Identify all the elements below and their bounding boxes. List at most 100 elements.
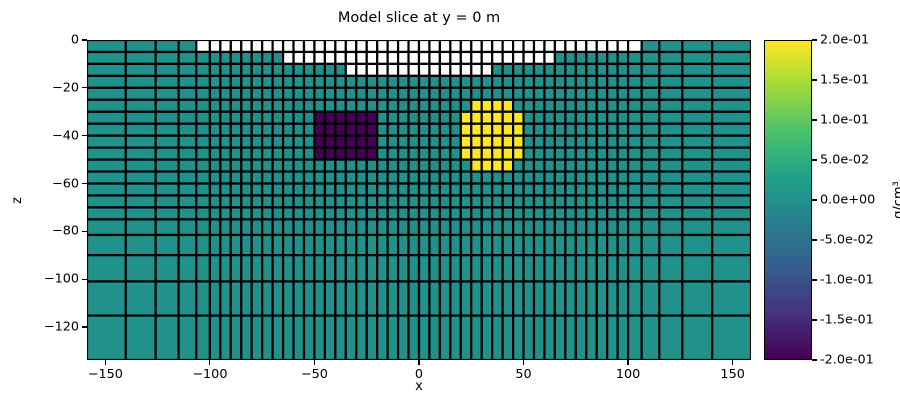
mesh-cell: [87, 194, 127, 209]
mesh-cell: [626, 50, 643, 66]
mesh-cell: [219, 134, 232, 149]
mesh-cell: [616, 158, 630, 173]
mesh-cell: [376, 280, 389, 317]
mesh-cell: [87, 206, 127, 221]
mesh-cell: [640, 314, 661, 360]
mesh-cell: [261, 218, 274, 237]
mesh-cell: [323, 280, 337, 317]
mesh-cell: [438, 110, 452, 125]
mesh-cell: [229, 146, 243, 161]
mesh-cell: [229, 86, 243, 101]
mesh-cell: [386, 280, 400, 317]
mesh-cell: [177, 86, 198, 101]
mesh-cell: [606, 170, 619, 185]
mesh-cell: [208, 98, 222, 113]
mesh-cell: [313, 280, 326, 317]
mesh-cell: [344, 134, 358, 149]
mesh-cell: [470, 146, 483, 161]
mesh-cell: [564, 280, 577, 317]
mesh-cell: [386, 86, 400, 101]
y-tick-label: −80: [51, 223, 79, 239]
mesh-cell: [386, 74, 400, 89]
mesh-cell: [355, 158, 368, 173]
mesh-cell: [208, 74, 222, 89]
mesh-cell: [271, 86, 285, 101]
mesh-cell: [459, 50, 473, 66]
mesh-cell: [438, 218, 452, 237]
mesh-cell: [564, 86, 577, 101]
mesh-cell: [229, 98, 243, 113]
colorbar-tick-label: 2.0e-01: [820, 32, 870, 48]
mesh-cell: [229, 110, 243, 125]
mesh-cell: [87, 170, 127, 185]
mesh-cell: [229, 314, 243, 360]
mesh-cell: [313, 50, 326, 66]
mesh-cell: [501, 206, 515, 221]
mesh-cell: [195, 233, 211, 257]
mesh-cell: [323, 62, 337, 77]
mesh-cell: [323, 40, 337, 54]
y-tick-label: −60: [51, 176, 79, 192]
mesh-cell: [606, 146, 619, 161]
mesh-cell: [281, 194, 295, 209]
mesh-cell: [585, 134, 598, 149]
mesh-cell: [313, 62, 326, 77]
mesh-cell: [376, 146, 389, 161]
mesh-cell: [365, 98, 379, 113]
mesh-cell: [396, 74, 410, 89]
mesh-cell: [261, 134, 274, 149]
mesh-cell: [511, 170, 525, 185]
mesh-cell: [626, 98, 643, 113]
mesh-cell: [449, 170, 462, 185]
mesh-cell: [553, 206, 567, 221]
mesh-cell: [595, 233, 609, 257]
mesh-cell: [407, 134, 421, 149]
mesh-cell: [574, 254, 588, 283]
mesh-cell: [365, 62, 379, 77]
mesh-cell: [396, 40, 410, 54]
mesh-cell: [438, 40, 452, 54]
mesh-cell: [195, 206, 211, 221]
mesh-cell: [261, 254, 274, 283]
mesh-cell: [711, 122, 751, 137]
mesh-cell: [344, 40, 358, 54]
mesh-cell: [595, 158, 609, 173]
mesh-cell: [376, 98, 389, 113]
mesh-cell: [449, 314, 462, 360]
mesh-cell: [407, 158, 421, 173]
mesh-cell: [711, 146, 751, 161]
mesh-cell: [640, 206, 661, 221]
mesh-cell: [616, 254, 630, 283]
mesh-cell: [365, 280, 379, 317]
mesh-cell: [292, 170, 306, 185]
mesh-cell: [480, 74, 494, 89]
mesh-cell: [574, 86, 588, 101]
mesh-cell: [417, 110, 431, 125]
mesh-cell: [240, 110, 253, 125]
mesh-cell: [522, 206, 536, 221]
mesh-cell: [606, 40, 619, 54]
mesh-cell: [532, 280, 546, 317]
mesh-cell: [501, 74, 515, 89]
mesh-cell: [640, 280, 661, 317]
mesh-cell: [365, 40, 379, 54]
mesh-cell: [616, 122, 630, 137]
mesh-cell: [281, 122, 295, 137]
mesh-cell: [681, 194, 714, 209]
mesh-cell: [553, 182, 567, 197]
mesh-cell: [292, 134, 306, 149]
mesh-cell: [219, 62, 232, 77]
y-tick-mark: [82, 278, 87, 280]
mesh-cell: [417, 146, 431, 161]
mesh-cell: [626, 182, 643, 197]
mesh-cell: [438, 146, 452, 161]
mesh-cell: [281, 158, 295, 173]
mesh-cell: [124, 146, 157, 161]
mesh-cell: [195, 314, 211, 360]
mesh-cell: [386, 146, 400, 161]
mesh-cell: [640, 170, 661, 185]
mesh-cell: [585, 98, 598, 113]
mesh-cell: [386, 170, 400, 185]
mesh-cell: [124, 254, 157, 283]
